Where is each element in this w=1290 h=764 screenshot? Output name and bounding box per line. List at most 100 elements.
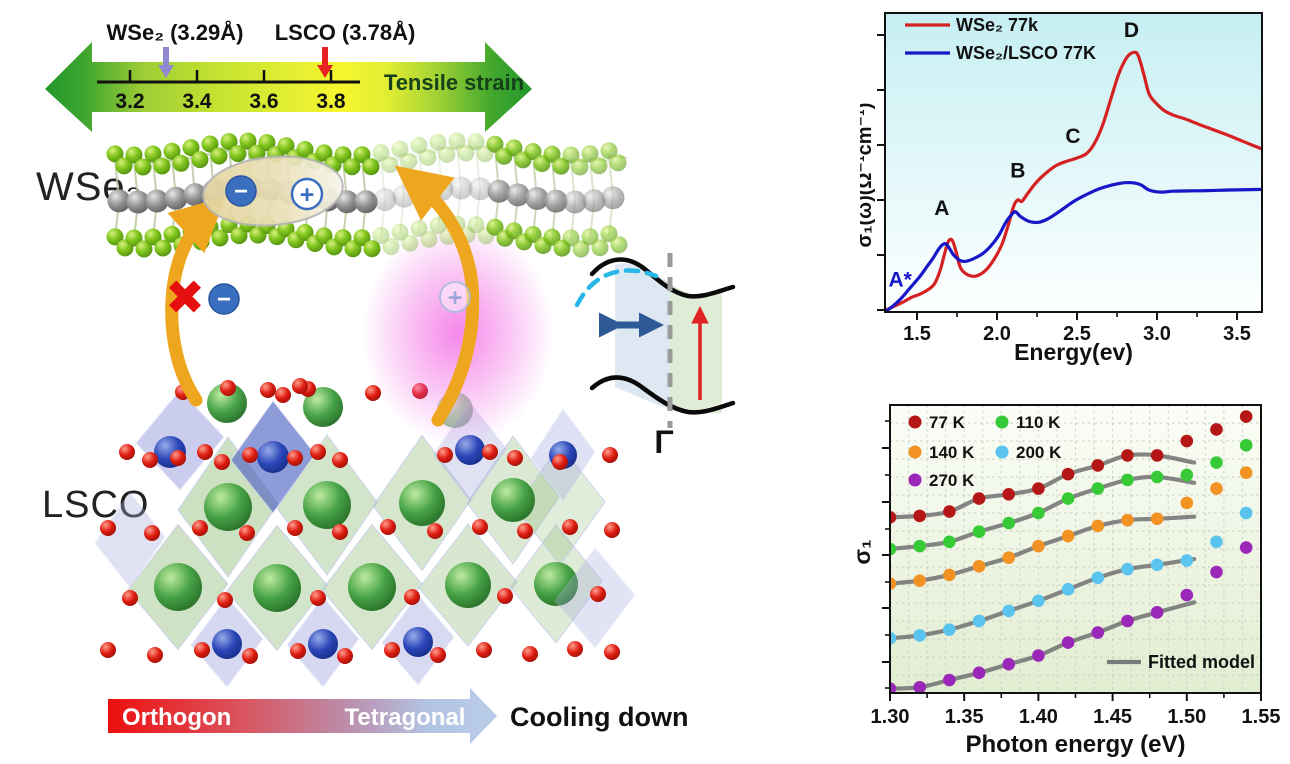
o-atom bbox=[604, 522, 620, 538]
se-atom bbox=[562, 146, 580, 164]
se-atom bbox=[419, 148, 437, 166]
data-point-270K bbox=[1210, 565, 1223, 579]
data-point-200K bbox=[943, 623, 956, 636]
phase-transition-arrow bbox=[108, 688, 497, 744]
se-atom bbox=[315, 227, 333, 245]
strain-scale-arrow: 3.2 3.4 3.6 3.8 WSe₂ (3.29Å) LSCO (3.78Å… bbox=[45, 19, 532, 132]
data-point-110K bbox=[1180, 468, 1194, 482]
se-atom bbox=[381, 156, 399, 174]
o-atom bbox=[590, 586, 606, 602]
data-point-110K bbox=[913, 539, 926, 553]
x-tick-label: 1.30 bbox=[871, 706, 910, 728]
x-tick-label: 1.5 bbox=[903, 323, 931, 345]
se-atom bbox=[505, 222, 523, 240]
x-axis-label: Energy(ev) bbox=[1014, 339, 1133, 365]
data-point-77K bbox=[890, 511, 897, 524]
data-point-140K bbox=[1061, 529, 1075, 543]
peak-annotation-D: D bbox=[1124, 19, 1139, 42]
cu-atom bbox=[403, 627, 433, 657]
free-hole: + bbox=[439, 281, 471, 313]
data-point-140K bbox=[1150, 512, 1164, 526]
se-atom bbox=[277, 137, 295, 155]
o-atom bbox=[507, 450, 523, 466]
legend-dot bbox=[908, 473, 922, 487]
electron-icon bbox=[225, 175, 257, 207]
legend-label: 270 K bbox=[929, 471, 975, 490]
se-atom bbox=[334, 146, 352, 164]
w-atom bbox=[468, 177, 492, 201]
w-atom bbox=[392, 184, 416, 208]
strain-axis-ticks bbox=[128, 70, 333, 82]
electron-symbol: − bbox=[234, 178, 248, 205]
legend-label: 77 K bbox=[929, 413, 966, 432]
legend-dot bbox=[995, 445, 1009, 459]
legend-label: WSe₂/LSCO 77K bbox=[956, 43, 1096, 63]
data-point-77K bbox=[1061, 467, 1075, 481]
la-sr-atom bbox=[207, 383, 247, 423]
lsco-pointer-arrow bbox=[317, 47, 333, 78]
electron-icon bbox=[208, 283, 240, 315]
lsco-crystal-lattice bbox=[94, 378, 636, 688]
se-atom bbox=[543, 228, 561, 246]
data-point-77K bbox=[1210, 423, 1223, 436]
data-point-110K bbox=[972, 525, 986, 539]
o-atom bbox=[192, 520, 208, 536]
data-point-140K bbox=[1002, 551, 1016, 564]
se-atom bbox=[524, 143, 542, 161]
data-point-110K bbox=[943, 535, 956, 549]
se-atom bbox=[230, 227, 248, 245]
o-atom bbox=[287, 520, 303, 536]
la-sr-atom bbox=[445, 562, 491, 608]
peak-annotation-C: C bbox=[1065, 125, 1080, 148]
data-point-200K bbox=[1032, 594, 1045, 608]
data-point-200K bbox=[913, 629, 926, 642]
hole-glow bbox=[362, 221, 554, 445]
cu-atom bbox=[212, 629, 242, 659]
w-atom bbox=[107, 189, 131, 213]
se-atom bbox=[144, 228, 162, 246]
shifted-band-dashed-curve bbox=[574, 268, 659, 308]
series-curve-1 bbox=[885, 180, 1262, 312]
se-atom bbox=[258, 134, 276, 152]
o-atom bbox=[332, 452, 348, 468]
w-atom bbox=[449, 176, 473, 200]
se-atom bbox=[543, 145, 561, 163]
o-atom bbox=[602, 447, 618, 463]
se-atom bbox=[591, 239, 609, 257]
o-atom bbox=[562, 519, 578, 535]
se-atom bbox=[552, 157, 570, 175]
se-atom bbox=[400, 152, 418, 170]
lsco-layer-label: LSCO bbox=[42, 484, 150, 526]
w-atom bbox=[487, 179, 511, 203]
x-tick-label: 1.40 bbox=[1019, 706, 1058, 728]
o-atom bbox=[472, 519, 488, 535]
data-point-140K bbox=[1180, 496, 1194, 510]
strain-tick-label: 3.8 bbox=[316, 90, 346, 113]
se-atom bbox=[296, 141, 314, 159]
la-sr-atom bbox=[399, 480, 445, 526]
o-atom bbox=[287, 450, 303, 466]
se-atom bbox=[353, 146, 371, 164]
o-atom bbox=[197, 444, 213, 460]
data-point-270K bbox=[1032, 649, 1045, 662]
cooling-arrow: Orthogon Tetragonal Cooling down bbox=[108, 688, 688, 744]
peak-annotation-Astar: A* bbox=[889, 269, 913, 292]
se-atom bbox=[201, 135, 219, 153]
se-atom bbox=[229, 145, 247, 163]
legend-dot bbox=[908, 445, 922, 459]
o-atom bbox=[482, 444, 498, 460]
plot-border bbox=[884, 12, 1263, 313]
o-atom bbox=[337, 648, 353, 664]
o-atom bbox=[242, 447, 258, 463]
blocked-electron: ✖ − bbox=[165, 272, 240, 325]
se-atom bbox=[182, 139, 200, 157]
w-atom bbox=[525, 187, 549, 211]
se-atom bbox=[106, 145, 124, 163]
cooling-down-caption: Cooling down bbox=[510, 702, 688, 732]
la-sr-atom bbox=[204, 483, 252, 531]
curves-group bbox=[885, 50, 1262, 312]
se-atom bbox=[315, 144, 333, 162]
o-atom bbox=[497, 588, 513, 604]
o-atom bbox=[604, 644, 620, 660]
w-atom bbox=[544, 189, 568, 213]
